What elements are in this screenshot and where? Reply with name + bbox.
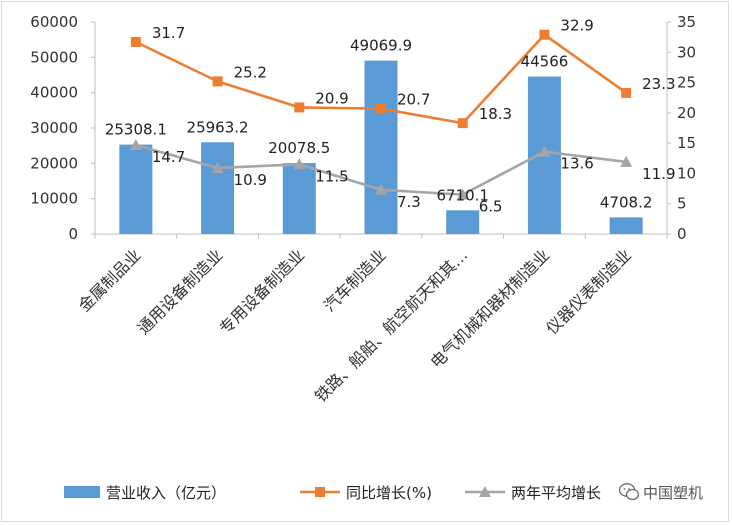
bar-data-label: 25308.1	[105, 121, 167, 139]
x-category-label: 专用设备制造业	[215, 245, 308, 338]
bar-data-label: 6710.1	[436, 186, 489, 204]
two-year-avg-point	[538, 145, 551, 157]
bar-data-label: 44566	[521, 53, 569, 71]
growth-data-label: 20.9	[315, 89, 348, 107]
y-left-tick-label: 30000	[30, 119, 78, 137]
x-category-label: 通用设备制造业	[134, 245, 227, 338]
y-right-tick-label: 15	[677, 134, 696, 152]
two-year-avg-point	[211, 161, 224, 173]
bar	[364, 60, 398, 234]
bar	[201, 142, 235, 234]
growth-data-label: 20.7	[397, 91, 430, 109]
growth-data-label: 31.7	[152, 24, 185, 42]
two-year-avg-point	[375, 183, 387, 195]
growth-point	[130, 36, 141, 47]
legend-label-two-year-avg: 两年平均增长	[511, 484, 601, 502]
two-year-avg-point	[620, 155, 633, 167]
x-category-label: 仪器仪表制造业	[542, 245, 635, 338]
two-year-avg-data-label: 13.6	[560, 155, 593, 173]
x-category-label: 汽车制造业	[320, 245, 390, 315]
legend-label-revenue: 营业收入（亿元）	[106, 484, 226, 502]
y-right-tick-label: 25	[677, 74, 696, 92]
bar	[609, 217, 643, 234]
x-category-label: 铁路、船舶、航空航天和其…	[311, 245, 472, 406]
y-right-tick-label: 20	[677, 104, 696, 122]
bar	[282, 163, 316, 234]
legend-label-growth: 同比增长(%)	[346, 484, 432, 502]
y-right-tick-label: 30	[677, 43, 696, 61]
two-year-avg-data-label: 11.9	[642, 165, 675, 183]
y-left-tick-label: 20000	[30, 154, 78, 172]
watermark: 中国塑机	[618, 481, 730, 503]
bar-data-label: 25963.2	[187, 118, 249, 136]
growth-data-label: 23.3	[642, 75, 675, 93]
growth-point	[376, 103, 386, 114]
y-left-tick-label: 50000	[30, 48, 78, 66]
y-left-tick-label: 10000	[30, 190, 78, 208]
growth-point	[621, 87, 632, 98]
x-category-label: 金属制品业	[75, 245, 145, 315]
growth-data-label: 32.9	[560, 17, 593, 35]
y-left-tick-label: 0	[68, 225, 78, 243]
two-year-avg-data-label: 7.3	[397, 193, 421, 211]
two-year-avg-point	[456, 188, 469, 200]
growth-point	[212, 76, 223, 87]
y-right-tick-label: 10	[677, 164, 696, 182]
legend-marker-two-year-avg	[479, 486, 491, 497]
wechat-icon	[618, 483, 640, 501]
legend-swatch-revenue	[64, 486, 100, 498]
y-right-tick-label: 5	[677, 195, 687, 213]
bar-data-label: 20078.5	[268, 139, 330, 157]
two-year-avg-point	[129, 138, 142, 150]
bar	[119, 144, 153, 234]
watermark-text: 中国塑机	[643, 484, 704, 502]
bar-data-label: 49069.9	[350, 37, 412, 55]
growth-data-label: 25.2	[234, 63, 267, 81]
y-right-tick-label: 0	[677, 225, 687, 243]
y-right-tick-label: 35	[677, 13, 696, 31]
two-year-avg-point	[293, 158, 306, 170]
two-year-avg-data-label: 11.5	[315, 167, 348, 185]
bar-data-label: 4708.2	[600, 193, 653, 211]
legend-marker-growth	[315, 487, 325, 497]
growth-data-label: 18.3	[479, 105, 512, 123]
y-left-tick-label: 60000	[30, 13, 78, 31]
y-left-tick-label: 40000	[30, 84, 78, 102]
growth-point	[457, 118, 468, 129]
two-year-avg-data-label: 6.5	[479, 198, 503, 216]
growth-point	[539, 29, 550, 40]
growth-point	[294, 102, 305, 113]
two-year-avg-data-label: 14.7	[152, 148, 185, 166]
bar	[446, 210, 480, 234]
two-year-avg-data-label: 10.9	[234, 171, 267, 189]
